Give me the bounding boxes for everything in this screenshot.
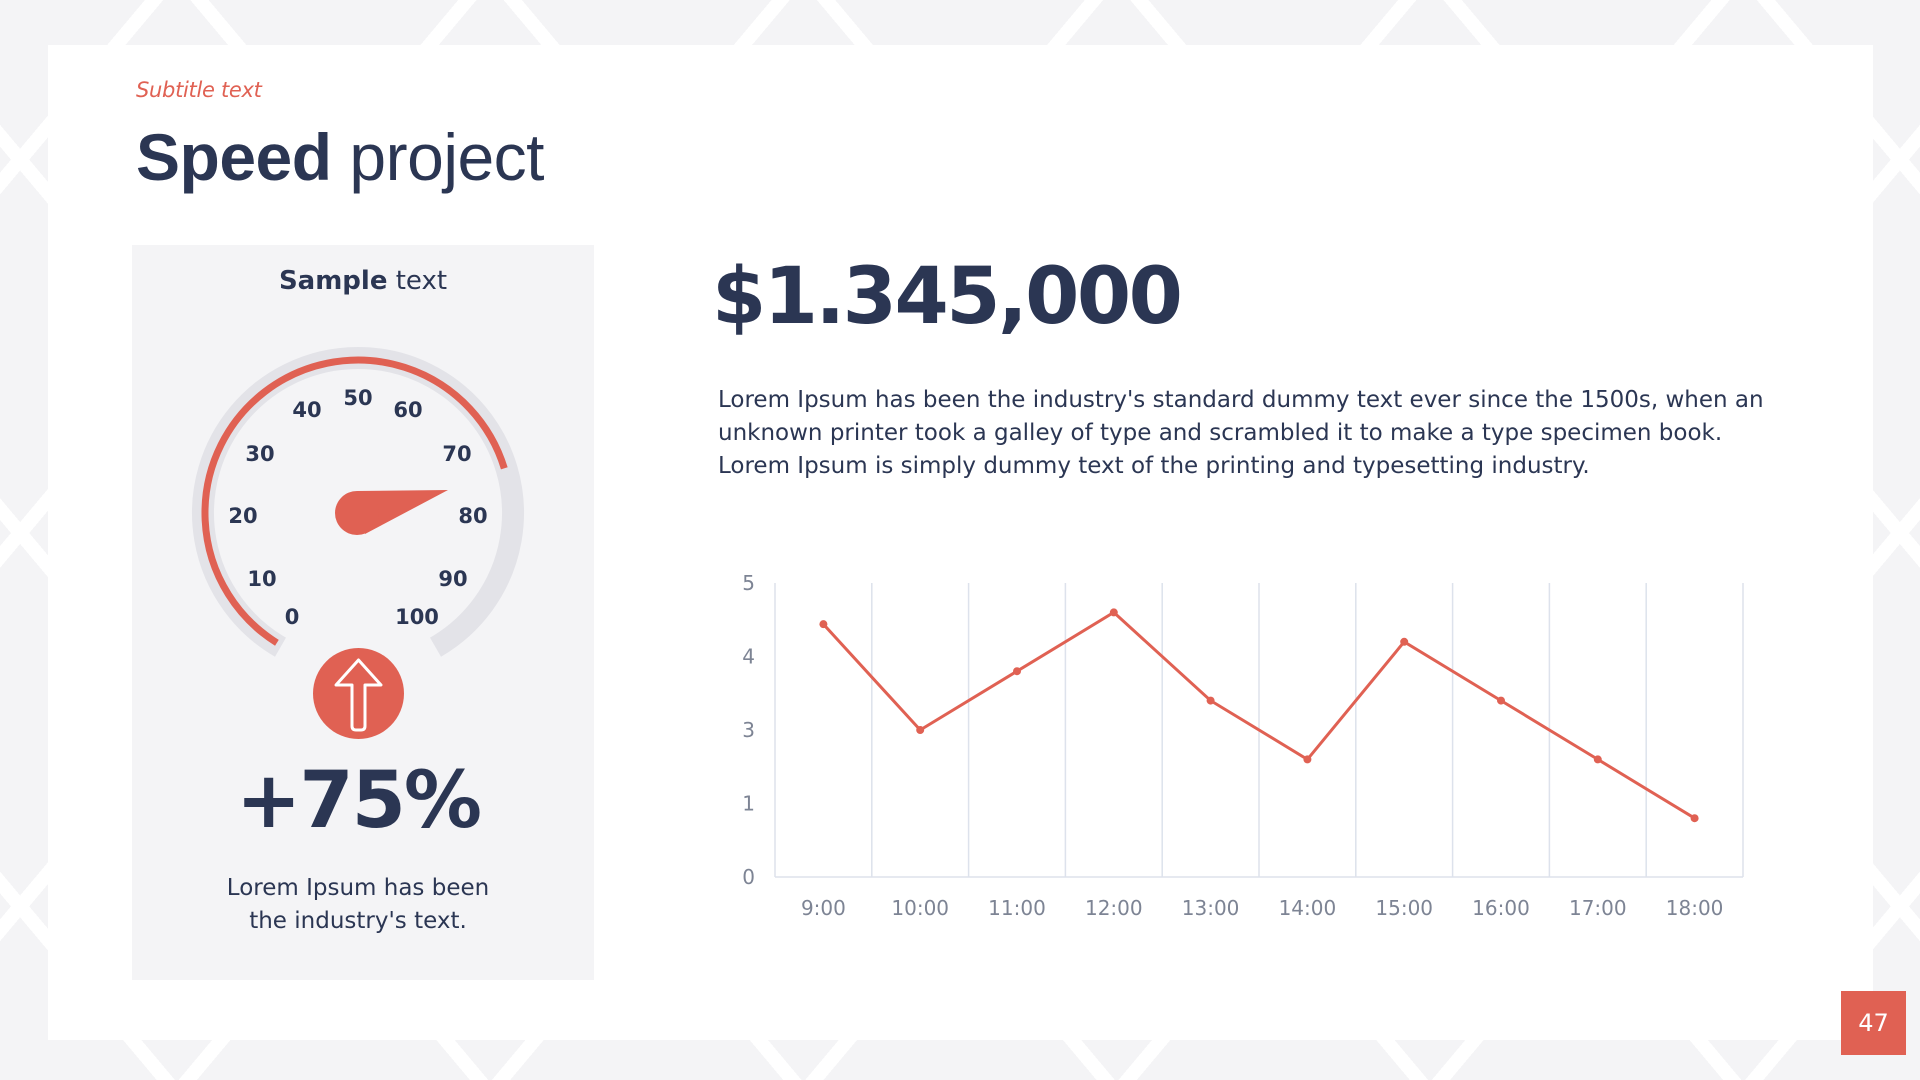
x-axis-label: 14:00 [1279, 896, 1337, 920]
panel-text-line1: Lorem Ipsum has been [226, 875, 490, 901]
trend-up-button[interactable] [313, 648, 404, 739]
y-axis-label: 0 [742, 865, 755, 889]
y-axis-label: 5 [742, 571, 755, 595]
data-point[interactable] [819, 620, 828, 629]
x-axis-label: 12:00 [1085, 896, 1143, 920]
panel-text-line2: the industry's text. [249, 908, 467, 934]
gauge-panel-text: Lorem Ipsum has been the industry's text… [132, 872, 584, 938]
data-point[interactable] [1690, 814, 1699, 823]
data-point[interactable] [1497, 696, 1505, 705]
x-axis-label: 17:00 [1569, 896, 1627, 920]
chart-series-line [822, 610, 1696, 820]
y-axis-label: 4 [742, 645, 755, 669]
data-point[interactable] [1206, 696, 1215, 705]
chart-gridlines [774, 583, 1744, 878]
title-light: project [349, 120, 545, 194]
slide-title: Speed project [136, 124, 545, 190]
data-point[interactable] [1400, 637, 1409, 646]
total-amount: $1.345,000 [712, 252, 1183, 342]
percent-change: +75% [235, 756, 482, 846]
page-number: 47 [1841, 991, 1906, 1055]
data-point[interactable] [916, 726, 925, 734]
data-point[interactable] [1109, 608, 1118, 617]
heading-bold: Sample [278, 266, 388, 296]
data-point[interactable] [1013, 667, 1021, 676]
title-bold: Speed [136, 120, 332, 194]
x-axis-label: 11:00 [988, 896, 1046, 920]
y-axis-label: 1 [742, 792, 755, 816]
x-axis-label: 18:00 [1666, 896, 1724, 920]
x-axis-label: 9:00 [801, 896, 846, 920]
data-point[interactable] [1593, 755, 1602, 764]
y-axis-label: 3 [742, 718, 755, 742]
summary-description: Lorem Ipsum has been the industry's stan… [718, 387, 1764, 479]
chart-x-axis-labels: 9:00 10:00 11:00 12:00 13:00 14:00 15:00 16:00 1… [801, 896, 1723, 920]
x-axis-label: 13:00 [1182, 896, 1240, 920]
x-axis-label: 10:00 [891, 896, 949, 920]
slide-subtitle: Subtitle text [136, 78, 262, 102]
chart-data-points [819, 608, 1699, 823]
gauge-panel-heading: Sample text [0, 268, 726, 294]
x-axis-label: 16:00 [1472, 896, 1530, 920]
data-point[interactable] [1303, 755, 1312, 764]
heading-light: text [395, 266, 448, 296]
arrow-up-icon [334, 658, 383, 732]
chart-y-axis-labels: 0 1 3 4 5 [742, 571, 755, 889]
x-axis-label: 15:00 [1375, 896, 1433, 920]
